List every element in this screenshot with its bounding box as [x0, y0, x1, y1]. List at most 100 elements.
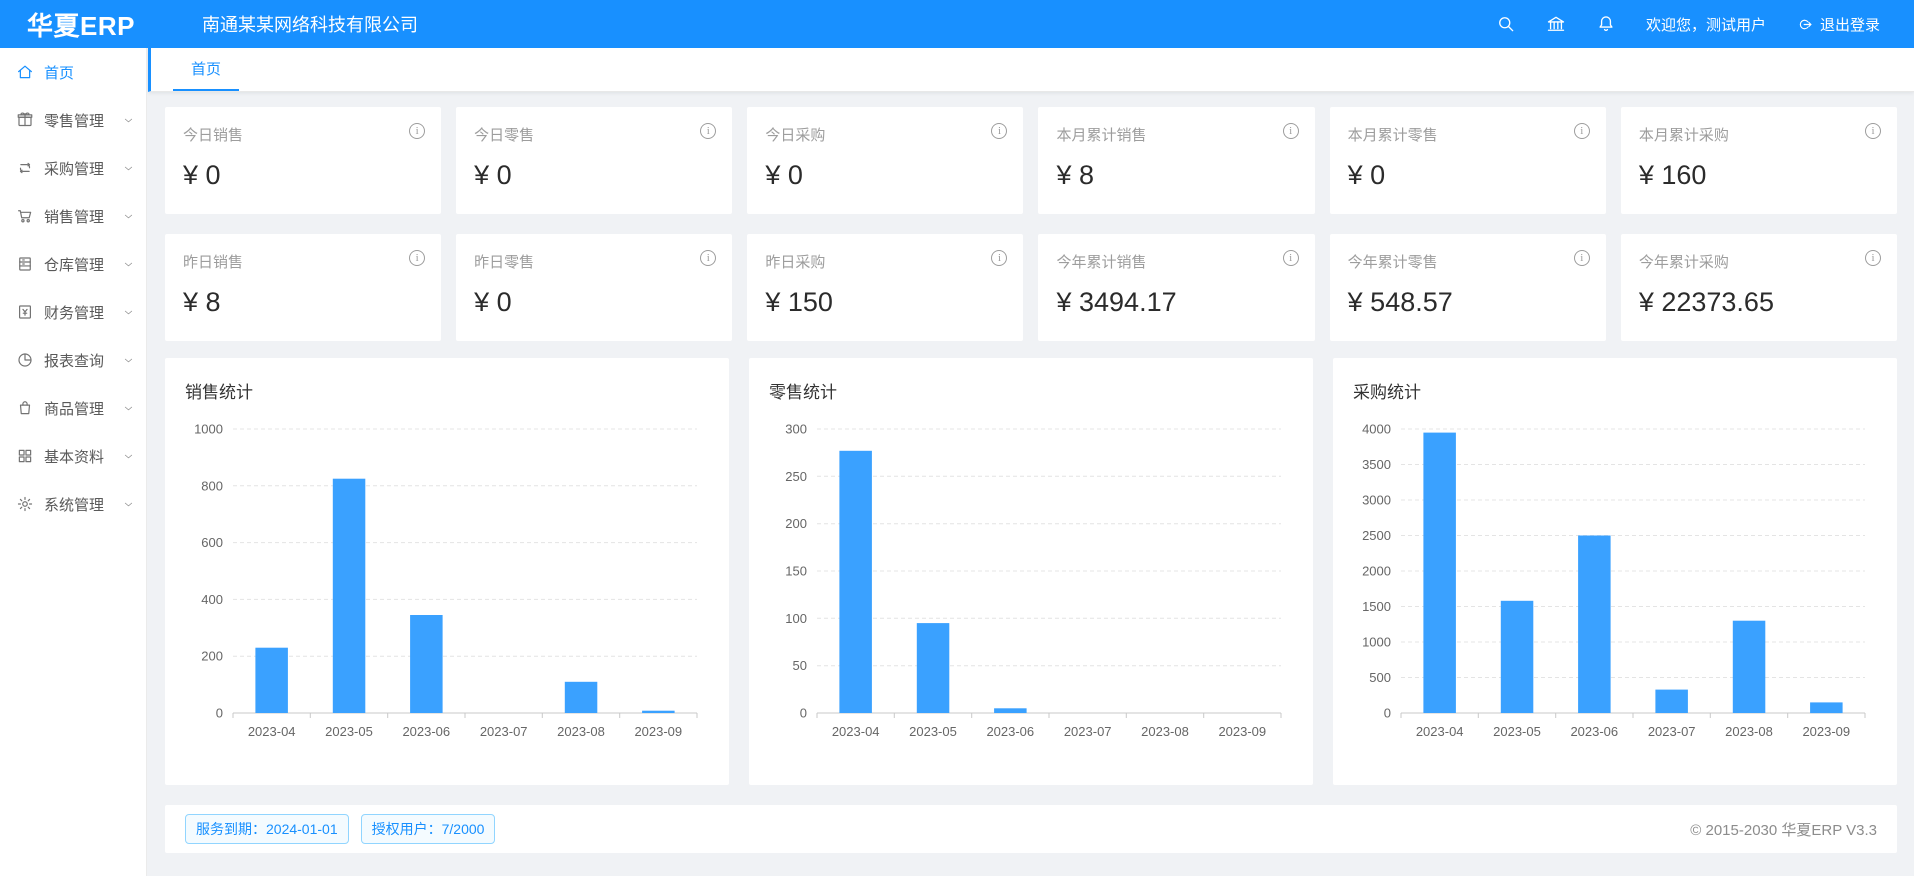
- info-icon[interactable]: i: [700, 123, 717, 139]
- stat-value: ¥ 150: [765, 287, 833, 317]
- footer-bar: 服务到期：2024-01-01 授权用户：7/2000 © 2015-2030 华…: [165, 805, 1897, 853]
- sidebar-item-label: 仓库管理: [44, 256, 105, 274]
- info-icon[interactable]: i: [991, 123, 1008, 139]
- sidebar-item-label: 财务管理: [44, 304, 105, 322]
- svg-text:1000: 1000: [1362, 635, 1391, 650]
- svg-text:2023-09: 2023-09: [634, 724, 682, 739]
- home-icon: [16, 63, 34, 81]
- info-icon[interactable]: i: [700, 250, 717, 266]
- sidebar-item-sales[interactable]: 销售管理: [0, 192, 146, 240]
- sidebar-item-warehouse[interactable]: 仓库管理: [0, 240, 146, 288]
- svg-text:2023-07: 2023-07: [1064, 724, 1112, 739]
- stat-value: ¥ 22373.65: [1638, 287, 1774, 317]
- svg-text:600: 600: [201, 535, 223, 550]
- sidebar-item-goods[interactable]: 商品管理: [0, 384, 146, 432]
- svg-text:2023-06: 2023-06: [986, 724, 1034, 739]
- sidebar-item-label: 零售管理: [44, 112, 105, 130]
- footer-badge-authorized-users[interactable]: 授权用户：7/2000: [360, 814, 496, 844]
- stat-value: ¥ 0: [765, 160, 803, 190]
- svg-text:2023-09: 2023-09: [1218, 724, 1266, 739]
- chart-title: 采购统计: [1353, 383, 1421, 402]
- sidebar-item-basic[interactable]: 基本资料: [0, 432, 146, 480]
- chevron-down-icon: [123, 499, 134, 510]
- info-icon[interactable]: i: [1864, 250, 1881, 266]
- stat-card: 今日销售 i ¥ 0: [165, 107, 442, 214]
- sidebar-item-purchase[interactable]: 采购管理: [0, 144, 146, 192]
- svg-text:2023-07: 2023-07: [1648, 724, 1696, 739]
- stat-label: 今日零售: [474, 127, 535, 144]
- pie-icon: [16, 351, 34, 369]
- sidebar-item-system[interactable]: 系统管理: [0, 480, 146, 528]
- stat-value: ¥ 3494.17: [1056, 287, 1177, 317]
- chevron-down-icon: [123, 115, 134, 126]
- sidebar-item-label: 商品管理: [44, 400, 105, 418]
- info-icon[interactable]: i: [409, 250, 426, 266]
- stat-value: ¥ 548.57: [1347, 287, 1453, 317]
- stat-label: 昨日采购: [765, 254, 826, 271]
- info-icon[interactable]: i: [409, 123, 426, 139]
- info-icon[interactable]: i: [1573, 250, 1590, 266]
- chart-title: 销售统计: [185, 383, 253, 402]
- sidebar-item-label: 系统管理: [44, 496, 105, 514]
- warehouse-icon: [16, 255, 34, 273]
- copyright-text: © 2015-2030 华夏ERP V3.3: [1690, 821, 1877, 839]
- chart-panel: 销售统计 0 200 400 600 800 1000 2023-04 2023-05 2023…: [165, 358, 729, 785]
- stat-card: 今日采购 i ¥ 0: [747, 107, 1024, 214]
- logout-button[interactable]: 退出登录: [1796, 14, 1880, 35]
- stat-value: ¥ 8: [183, 287, 221, 317]
- search-icon[interactable]: [1496, 14, 1516, 34]
- svg-text:250: 250: [785, 469, 807, 484]
- stat-card: 本月累计销售 i ¥ 8: [1038, 107, 1315, 214]
- stat-card: 本月累计采购 i ¥ 160: [1620, 107, 1897, 214]
- grid-icon: [16, 447, 34, 465]
- svg-text:200: 200: [785, 516, 807, 531]
- sidebar: 首页 零售管理 采购管理 销售管理 仓库管理 财务管理 报表查询 商品管理 基本…: [0, 48, 147, 876]
- app-logo[interactable]: 华夏ERP: [27, 10, 135, 41]
- svg-text:2500: 2500: [1362, 528, 1391, 543]
- sidebar-item-label: 首页: [44, 64, 75, 82]
- info-icon[interactable]: i: [1282, 250, 1299, 266]
- chevron-down-icon: [123, 451, 134, 462]
- info-icon[interactable]: i: [1573, 123, 1590, 139]
- logout-label: 退出登录: [1819, 16, 1880, 34]
- stat-card: 今年累计采购 i ¥ 22373.65: [1620, 234, 1897, 341]
- svg-text:3000: 3000: [1362, 493, 1391, 508]
- stat-value: ¥ 160: [1638, 160, 1707, 190]
- sidebar-item-retail[interactable]: 零售管理: [0, 96, 146, 144]
- stat-label: 今年累计零售: [1347, 254, 1438, 271]
- svg-text:1500: 1500: [1362, 599, 1391, 614]
- stat-label: 今日采购: [765, 127, 826, 144]
- svg-text:3500: 3500: [1362, 457, 1391, 472]
- info-icon[interactable]: i: [991, 250, 1008, 266]
- dashboard-content: 今日销售 i ¥ 0 今日零售 i ¥ 0 今日采购 i ¥ 0 本月累计销售 …: [148, 92, 1914, 853]
- svg-text:300: 300: [785, 422, 807, 437]
- sidebar-item-label: 销售管理: [44, 208, 105, 226]
- stat-card: 昨日销售 i ¥ 8: [165, 234, 442, 341]
- welcome-user[interactable]: 欢迎您，测试用户: [1645, 16, 1766, 34]
- stat-card: 今年累计销售 i ¥ 3494.17: [1038, 234, 1315, 341]
- bell-icon[interactable]: [1596, 14, 1616, 34]
- sidebar-item-label: 基本资料: [44, 448, 105, 466]
- swap-icon: [16, 159, 34, 177]
- sidebar-item-report[interactable]: 报表查询: [0, 336, 146, 384]
- svg-text:2023-04: 2023-04: [1416, 724, 1464, 739]
- footer-badge-service-expiry[interactable]: 服务到期：2024-01-01: [185, 814, 349, 844]
- sidebar-item-finance[interactable]: 财务管理: [0, 288, 146, 336]
- bank-icon[interactable]: [1546, 14, 1566, 34]
- stat-label: 昨日销售: [183, 254, 244, 271]
- chart-panel: 零售统计 0 50 100 150 200 250 300 2023-04 2023-05 202…: [749, 358, 1313, 785]
- stat-label: 昨日零售: [474, 254, 535, 271]
- svg-text:2023-06: 2023-06: [402, 724, 450, 739]
- svg-text:2023-06: 2023-06: [1570, 724, 1618, 739]
- svg-text:2000: 2000: [1362, 564, 1391, 579]
- info-icon[interactable]: i: [1282, 123, 1299, 139]
- svg-text:2023-04: 2023-04: [248, 724, 296, 739]
- sidebar-item-home[interactable]: 首页: [0, 48, 146, 96]
- info-icon[interactable]: i: [1864, 123, 1881, 139]
- stat-label: 今日销售: [183, 127, 244, 144]
- svg-text:100: 100: [785, 611, 807, 626]
- main-area: 首页 今日销售 i ¥ 0 今日零售 i ¥ 0 今日采购 i ¥ 0 本月累计…: [148, 0, 1914, 853]
- stat-label: 今年累计采购: [1638, 254, 1729, 271]
- svg-text:2023-07: 2023-07: [480, 724, 528, 739]
- tab-home[interactable]: 首页: [173, 48, 240, 91]
